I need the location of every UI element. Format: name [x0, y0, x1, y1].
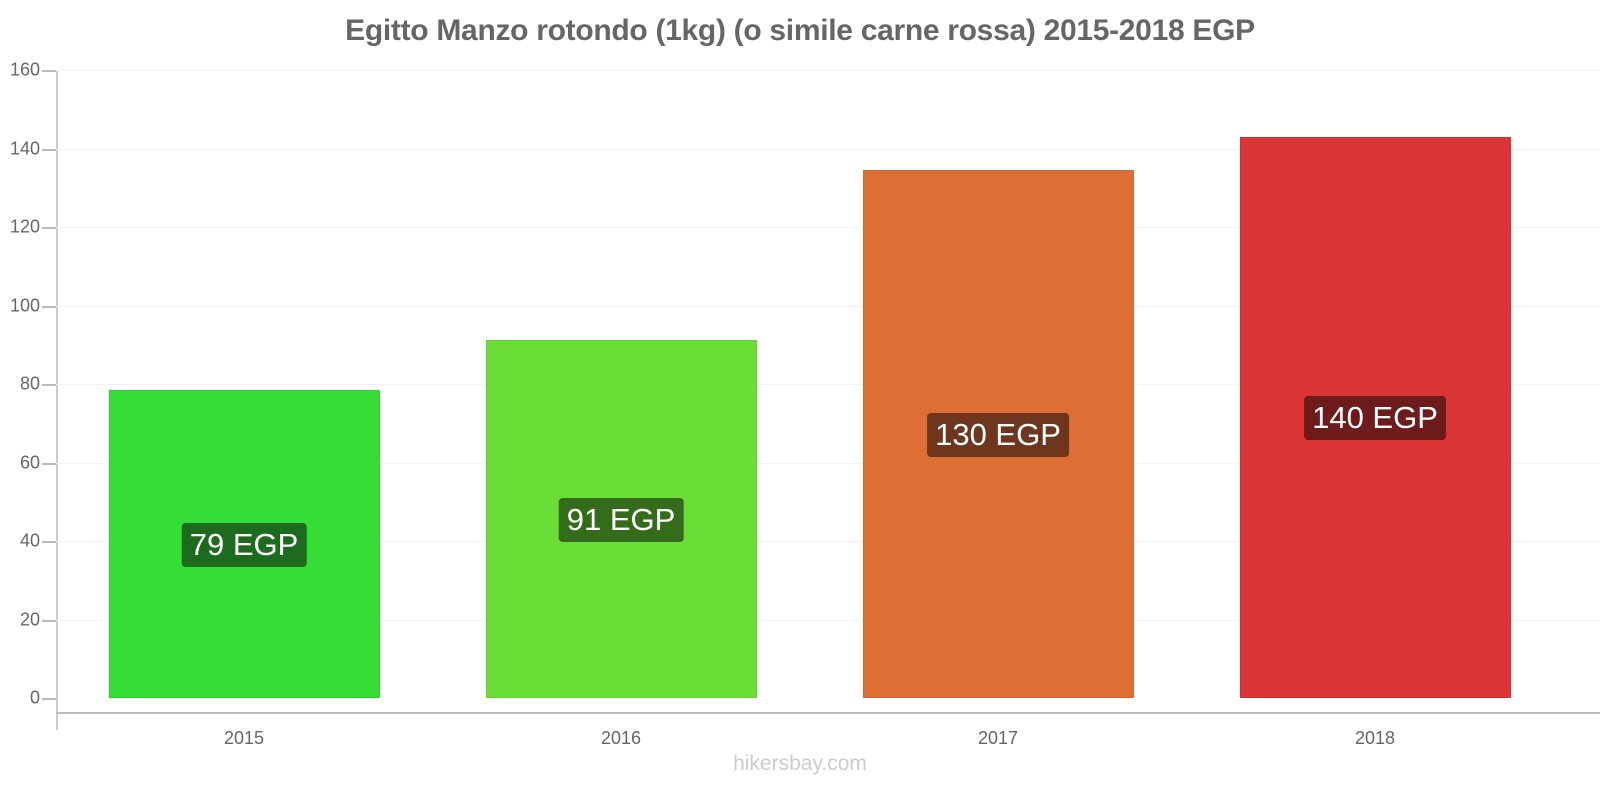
bar-value-label: 140 EGP — [1304, 396, 1446, 441]
y-tick-mark — [42, 305, 56, 308]
x-tick-label: 2018 — [1354, 728, 1396, 748]
bar-value-label: 130 EGP — [927, 413, 1069, 458]
gridline — [56, 305, 1600, 307]
bar-2016[interactable]: 91 EGP — [485, 339, 757, 698]
y-tick-mark — [42, 227, 56, 229]
bar-2017[interactable]: 130 EGP — [862, 170, 1134, 698]
plot-area: 0 20 40 60 80 100 120 140 160 79 EGP 2015 91 EGP 201… — [10, 60, 1600, 748]
gridline — [56, 619, 1600, 621]
x-axis — [56, 712, 1600, 714]
y-tick-label: 140 — [9, 138, 40, 158]
x-tick-label: 2017 — [977, 728, 1019, 748]
y-tick-mark — [42, 148, 56, 151]
y-tick-label: 20 — [19, 609, 40, 629]
bar-value-label: 91 EGP — [558, 497, 684, 542]
y-tick-mark — [42, 384, 56, 386]
chart-title: Egitto Manzo rotondo (1kg) (o simile car… — [345, 14, 1255, 47]
y-axis — [56, 70, 58, 730]
y-tick-mark — [42, 70, 56, 72]
y-tick-mark — [42, 462, 56, 465]
y-tick-label: 160 — [9, 59, 40, 80]
y-tick-mark — [42, 619, 56, 622]
y-tick-label: 40 — [19, 530, 40, 551]
gridline — [56, 148, 1600, 150]
gridline — [56, 541, 1600, 542]
y-tick-label: 60 — [19, 452, 40, 472]
gridline — [56, 462, 1600, 464]
y-tick-label: 0 — [29, 687, 40, 708]
bar-value-label: 79 EGP — [181, 522, 307, 567]
y-tick-label: 80 — [19, 373, 40, 394]
y-tick-label: 120 — [9, 216, 40, 237]
x-tick-label: 2016 — [600, 728, 642, 748]
gridline — [56, 384, 1600, 385]
x-tick-label: 2015 — [223, 728, 265, 748]
bar-2018[interactable]: 140 EGP — [1239, 136, 1511, 698]
y-tick-label: 100 — [9, 295, 40, 315]
y-tick-mark — [42, 698, 56, 700]
watermark: hikersbay.com — [733, 752, 867, 775]
gridline — [56, 70, 1600, 71]
y-tick-mark — [42, 541, 56, 543]
bar-2015[interactable]: 79 EGP — [108, 389, 380, 698]
gridline — [56, 227, 1600, 228]
